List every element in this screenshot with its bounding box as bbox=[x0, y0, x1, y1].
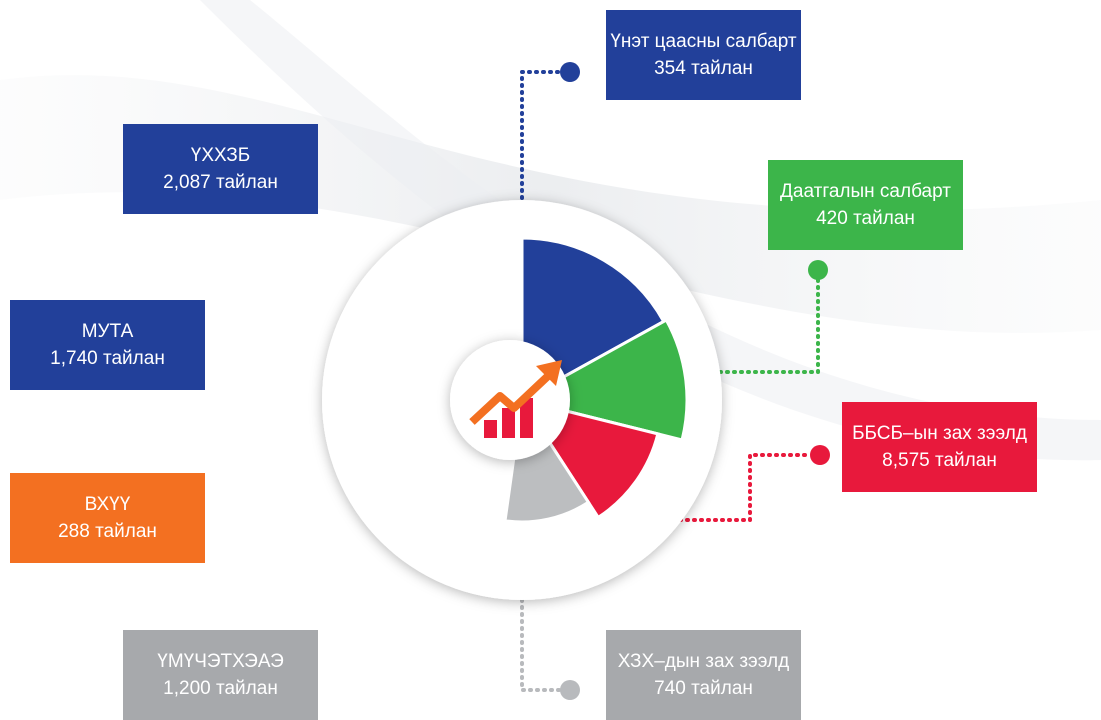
icon-bar bbox=[484, 420, 497, 438]
connector bbox=[678, 453, 812, 522]
connector bbox=[520, 70, 562, 207]
connector bbox=[718, 278, 820, 374]
label-box: Үнэт цаасны салбарт 354 тайлан bbox=[606, 10, 801, 100]
connector-dot bbox=[560, 62, 580, 82]
box-count: 420 тайлан bbox=[816, 208, 915, 229]
box-count: 354 тайлан bbox=[654, 58, 753, 79]
sector bbox=[520, 236, 666, 403]
icon-arrow bbox=[469, 373, 551, 425]
connector-dot bbox=[810, 445, 830, 465]
box-count: 2,087 тайлан bbox=[163, 172, 278, 193]
box-label: ББСБ–ын зах зээлд bbox=[852, 423, 1027, 444]
box-count: 1,740 тайлан bbox=[50, 348, 165, 369]
background-wave bbox=[200, 0, 1101, 461]
icon-bar bbox=[502, 408, 515, 438]
icon-bar bbox=[520, 398, 533, 438]
label-box: Даатгалын салбарт 420 тайлан bbox=[768, 160, 963, 250]
box-count: 8,575 тайлан bbox=[882, 450, 997, 471]
box-label: ХЗХ–дын зах зээлд bbox=[617, 651, 790, 672]
connector-dot bbox=[560, 680, 580, 700]
box-count: 1,200 тайлан bbox=[163, 678, 278, 699]
box-label: ВХҮҮ bbox=[84, 494, 131, 515]
chart-icon bbox=[469, 360, 562, 438]
box-label: ҮХХЗБ bbox=[190, 145, 251, 166]
label-box: ХЗХ–дын зах зээлд 740 тайлан bbox=[606, 630, 801, 720]
label-box: ВХҮҮ 288 тайлан bbox=[10, 473, 205, 563]
box-label: ҮМҮЧЭТХЭАЭ bbox=[157, 651, 284, 672]
label-box: МУТА 1,740 тайлан bbox=[10, 300, 205, 390]
box-count: 740 тайлан bbox=[654, 678, 753, 699]
label-box: ҮМҮЧЭТХЭАЭ 1,200 тайлан bbox=[123, 630, 318, 720]
box-label: Үнэт цаасны салбарт bbox=[610, 31, 797, 52]
connector-dot bbox=[808, 260, 828, 280]
box-count: 288 тайлан bbox=[58, 521, 157, 542]
box-label: Даатгалын салбарт bbox=[780, 181, 951, 202]
label-box: ҮХХЗБ 2,087 тайлан bbox=[123, 124, 318, 214]
connector bbox=[520, 598, 562, 692]
icon-arrowhead bbox=[536, 360, 562, 386]
label-box: ББСБ–ын зах зээлд 8,575 тайлан bbox=[842, 402, 1037, 492]
box-label: МУТА bbox=[81, 321, 134, 342]
